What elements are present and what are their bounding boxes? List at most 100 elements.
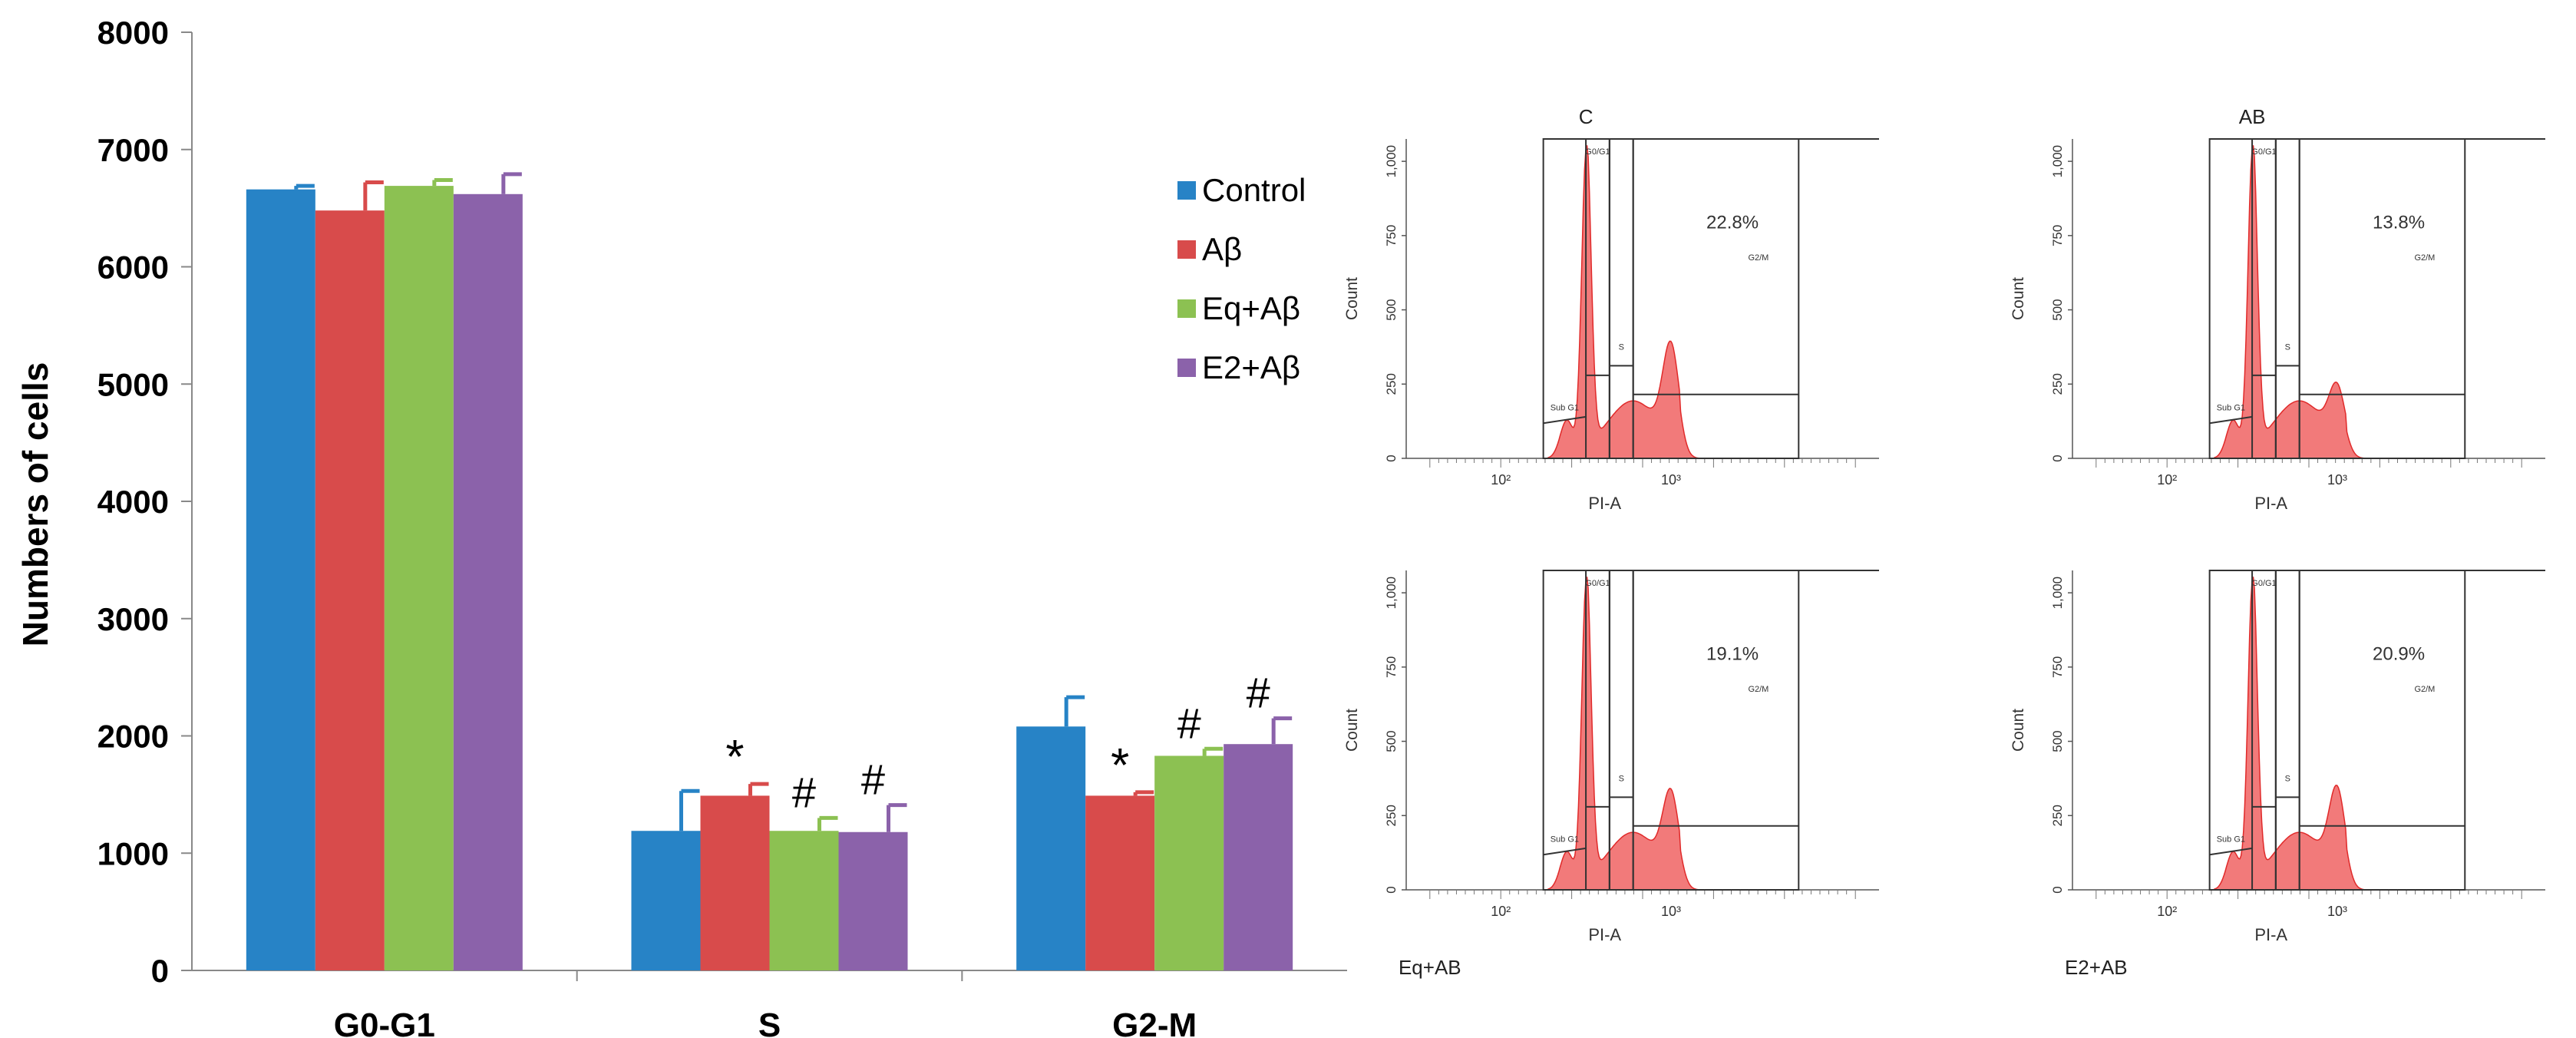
x-tick-label: G0-G1 xyxy=(334,1007,435,1038)
bar xyxy=(631,831,701,970)
x-tick-label: G2-M xyxy=(1112,1007,1197,1038)
histogram-y-label: Count xyxy=(1343,709,1361,752)
gate-label-g2m: G2/M xyxy=(1748,685,1769,694)
gate-label-g2m: G2/M xyxy=(2414,253,2435,263)
gate-level-line xyxy=(1543,847,1587,856)
histogram-y-tick-label: 1,000 xyxy=(1384,145,1399,178)
histogram-y-label: Count xyxy=(1343,277,1361,320)
histogram-y-tick-label: 250 xyxy=(2050,805,2065,826)
histogram-y-tick-label: 750 xyxy=(1384,225,1399,246)
histogram-y-tick-label: 0 xyxy=(2050,886,2065,893)
bar-marks: * # # * # # xyxy=(246,172,1293,971)
gate-label-g0g1: G0/G1 xyxy=(2251,147,2276,157)
significance-mark: # xyxy=(1247,669,1270,717)
bar xyxy=(769,831,839,970)
legend-swatch xyxy=(1177,181,1196,200)
gate-g2m xyxy=(2298,138,2466,459)
significance-mark: # xyxy=(792,768,816,816)
g2m-percentage: 22.8% xyxy=(1706,212,1759,233)
flow-cytometry-histograms: C 0 250 500 750 1,000 Count 10² 10³ PI-A 22.8% G2/M… xyxy=(1343,105,2545,979)
gate-label-s: S xyxy=(1619,775,1624,784)
legend-swatch xyxy=(1177,359,1196,377)
bar xyxy=(246,189,315,970)
significance-mark: # xyxy=(1177,699,1201,747)
gate-level-line xyxy=(2209,415,2253,425)
y-tick-label: 3000 xyxy=(97,601,169,637)
histogram-x-tick-label: 10³ xyxy=(2327,904,2347,919)
histogram-x-tick-label: 10² xyxy=(2157,904,2177,919)
histogram-y-label: Count xyxy=(2010,277,2027,320)
y-tick-label: 4000 xyxy=(97,484,169,520)
histogram-x-label: PI-A xyxy=(1588,925,1621,944)
panel-title: AB xyxy=(2239,105,2266,128)
histogram-y-tick-label: 250 xyxy=(1384,805,1399,826)
gate-label-g2m: G2/M xyxy=(2414,685,2435,694)
histogram-y-label: Count xyxy=(2010,709,2027,752)
g2m-percentage: 19.1% xyxy=(1706,643,1759,664)
y-tick-label: 1000 xyxy=(97,835,169,871)
legend-swatch xyxy=(1177,299,1196,318)
histogram-y-tick-label: 1,000 xyxy=(2050,577,2065,610)
gate-label-subg1: Sub G1 xyxy=(2217,835,2245,845)
bar xyxy=(1224,744,1293,970)
histogram-panel: AB 0 250 500 750 1,000 Count 10² 10³ PI-A 13.8% G2/… xyxy=(2010,105,2545,513)
histogram-y-tick-label: 0 xyxy=(1384,886,1399,893)
gate-level-line xyxy=(1543,415,1587,425)
legend-label: Aβ xyxy=(1202,231,1242,267)
gate-label-g0g1: G0/G1 xyxy=(2251,579,2276,588)
legend-label: Control xyxy=(1202,172,1306,208)
bar-axes: 0 1000 2000 3000 4000 5000 6000 7000 8000 G0-G1 S G… xyxy=(97,15,1347,1038)
gate-label-subg1: Sub G1 xyxy=(1551,835,1579,845)
legend-swatch xyxy=(1177,240,1196,259)
histogram-x-tick-label: 10² xyxy=(1491,472,1511,488)
gate-label-s: S xyxy=(2285,775,2290,784)
histogram-y-tick-label: 750 xyxy=(1384,656,1399,678)
bar xyxy=(315,210,385,970)
histogram-x-tick-label: 10³ xyxy=(1661,904,1681,919)
bar xyxy=(1154,755,1224,970)
y-tick-label: 7000 xyxy=(97,132,169,168)
histogram-panel: Eq+AB 0 250 500 750 1,000 Count 10² 10³ PI-A 19.1%… xyxy=(1343,570,1879,979)
histogram-y-tick-label: 750 xyxy=(2050,656,2065,678)
histogram-panel: E2+AB 0 250 500 750 1,000 Count 10² 10³ PI-A 20.9%… xyxy=(2010,570,2545,979)
y-tick-label: 8000 xyxy=(97,15,169,51)
histogram-x-tick-label: 10³ xyxy=(2327,472,2347,488)
gate-label-subg1: Sub G1 xyxy=(2217,404,2245,413)
gate-label-subg1: Sub G1 xyxy=(1551,404,1579,413)
significance-mark: # xyxy=(861,755,885,804)
bar xyxy=(453,193,523,971)
histogram-x-label: PI-A xyxy=(1588,494,1621,513)
y-tick-label: 0 xyxy=(151,953,169,989)
panel-caption: E2+AB xyxy=(2065,956,2128,979)
bar xyxy=(1016,726,1086,970)
histogram-y-tick-label: 0 xyxy=(1384,455,1399,461)
histogram-panel: C 0 250 500 750 1,000 Count 10² 10³ PI-A 22.8% G2/M… xyxy=(1343,105,1879,513)
histogram-y-tick-label: 250 xyxy=(2050,373,2065,395)
gate-label-g2m: G2/M xyxy=(1748,253,1769,263)
y-tick-label: 5000 xyxy=(97,366,169,402)
gate-g2m xyxy=(1632,570,1800,891)
x-tick-label: S xyxy=(758,1007,781,1038)
bar xyxy=(384,186,454,971)
y-tick-label: 2000 xyxy=(97,719,169,755)
gate-g2m xyxy=(1632,138,1800,459)
bar-legend: Control Aβ Eq+Aβ E2+Aβ xyxy=(1177,172,1306,385)
histogram-x-tick-label: 10³ xyxy=(1661,472,1681,488)
histogram-x-label: PI-A xyxy=(2254,925,2287,944)
panel-title: C xyxy=(1579,105,1593,128)
g2m-percentage: 13.8% xyxy=(2373,212,2425,233)
gate-label-g0g1: G0/G1 xyxy=(1585,579,1610,588)
histogram-x-tick-label: 10² xyxy=(1491,904,1511,919)
legend-label: E2+Aβ xyxy=(1202,349,1300,385)
bar-chart: Numbers of cells 0 1000 2000 3000 4000 5000 60… xyxy=(15,15,1347,1038)
histogram-x-tick-label: 10² xyxy=(2157,472,2177,488)
gate-label-g0g1: G0/G1 xyxy=(1585,147,1610,157)
gate-label-s: S xyxy=(1619,343,1624,352)
bar xyxy=(1085,795,1155,970)
histogram-y-tick-label: 750 xyxy=(2050,225,2065,246)
significance-mark: * xyxy=(1111,739,1129,792)
panel-caption: Eq+AB xyxy=(1399,956,1461,979)
histogram-y-tick-label: 500 xyxy=(2050,730,2065,752)
histogram-y-tick-label: 0 xyxy=(2050,455,2065,461)
